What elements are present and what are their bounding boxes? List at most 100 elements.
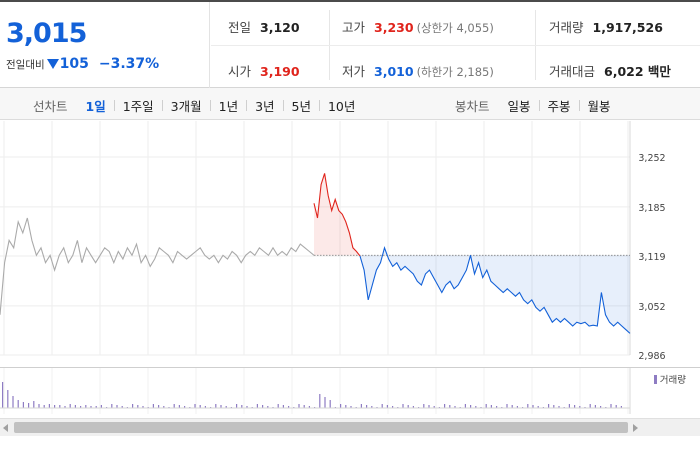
- volume-bar: [537, 406, 539, 408]
- volume-bar: [282, 405, 284, 408]
- period-tabs-bar: 선차트 1일 1주일 3개월 1년 3년 5년 10년 봉차트 일봉 주봉 월봉: [0, 88, 700, 120]
- volume-bar: [142, 406, 144, 408]
- tab-separator: [209, 100, 211, 111]
- volume-bar: [199, 405, 201, 408]
- volume-bar: [568, 404, 570, 408]
- volume-bar: [392, 406, 394, 408]
- volume-bar: [340, 404, 342, 408]
- volume-bar: [615, 405, 617, 408]
- chart-scrollbar[interactable]: [0, 418, 700, 436]
- stat-high: 고가 3,230 (상한가 4,055): [342, 20, 494, 35]
- volume-bar: [33, 401, 35, 408]
- line-tab-1[interactable]: 1주일: [122, 99, 154, 114]
- volume-bar: [444, 404, 446, 408]
- change-percent: −3.37%: [98, 56, 160, 72]
- volume-bar: [610, 404, 612, 408]
- volume-bar: [111, 404, 113, 408]
- y-tick-label: 3,119: [638, 252, 665, 263]
- volume-bar: [579, 406, 581, 408]
- volume-bar: [490, 405, 492, 408]
- volume-bar: [620, 406, 622, 408]
- series-area: [314, 173, 360, 256]
- volume-bar: [194, 404, 196, 408]
- volume-chart-svg: [0, 368, 631, 414]
- volume-bar: [402, 404, 404, 408]
- line-tab-4[interactable]: 3년: [255, 99, 275, 114]
- volume-bar: [220, 405, 222, 408]
- scroll-right-arrow-icon[interactable]: [633, 424, 638, 432]
- line-tab-2[interactable]: 3개월: [170, 99, 202, 114]
- volume-bar: [319, 394, 321, 408]
- volume-bar: [371, 406, 373, 408]
- current-price: 3,015: [6, 18, 87, 49]
- line-tab-0[interactable]: 1일: [85, 99, 106, 114]
- candle-tab-1[interactable]: 주봉: [547, 99, 571, 114]
- volume-bar: [204, 406, 206, 408]
- tab-separator: [318, 100, 320, 111]
- volume-bar: [428, 405, 430, 408]
- candle-chart-label: 봉차트: [455, 99, 490, 114]
- series-line-up: [313, 173, 361, 257]
- volume-bar: [54, 405, 56, 408]
- tab-separator: [246, 100, 248, 111]
- line-chart-tabs: 선차트 1일 1주일 3개월 1년 3년 5년 10년: [33, 96, 363, 115]
- tab-separator: [161, 100, 163, 111]
- divider: [211, 45, 700, 46]
- volume-bar: [464, 404, 466, 408]
- volume-bar: [277, 404, 279, 408]
- volume-bar: [256, 404, 258, 408]
- volume-bar: [64, 406, 66, 408]
- line-tab-3[interactable]: 1년: [218, 99, 239, 114]
- volume-bar: [386, 405, 388, 408]
- volume-bar: [178, 405, 180, 408]
- change-row: 전일대비 105 −3.37%: [6, 56, 159, 72]
- y-tick-label: 3,252: [638, 153, 665, 164]
- volume-bar: [600, 406, 602, 408]
- price-box: 3,015 전일대비 105 −3.37%: [0, 2, 210, 88]
- volume-bar: [100, 405, 102, 408]
- volume-bar: [173, 404, 175, 408]
- volume-bar: [350, 406, 352, 408]
- volume-bar: [288, 406, 290, 408]
- series-line-previous-day: [0, 217, 315, 315]
- volume-bar: [59, 405, 61, 408]
- volume-bar: [412, 406, 414, 408]
- y-tick-label: 3,052: [638, 302, 665, 313]
- tab-separator: [538, 100, 540, 111]
- volume-bar: [80, 406, 82, 408]
- volume-bar: [532, 405, 534, 408]
- series-area: [360, 247, 630, 334]
- candle-tab-0[interactable]: 일봉: [507, 99, 531, 114]
- volume-bar: [329, 400, 331, 408]
- volume-bar: [558, 406, 560, 408]
- volume-bar: [38, 404, 40, 408]
- line-chart-label: 선차트: [33, 99, 68, 114]
- volume-bar: [137, 405, 139, 408]
- volume-bar: [324, 397, 326, 408]
- volume-bar: [116, 405, 118, 408]
- volume-bar: [43, 405, 45, 408]
- down-triangle-icon: [46, 59, 59, 69]
- volume-bar: [574, 405, 576, 408]
- volume-bar: [121, 406, 123, 408]
- stat-open: 시가 3,190: [228, 64, 300, 79]
- volume-bar: [17, 400, 19, 408]
- volume-bar: [152, 404, 154, 408]
- volume-bar: [184, 406, 186, 408]
- volume-bar: [407, 405, 409, 408]
- volume-bar: [470, 405, 472, 408]
- volume-bar: [303, 405, 305, 408]
- volume-bar: [158, 405, 160, 408]
- volume-bar: [48, 404, 50, 408]
- series-line-down: [359, 245, 631, 334]
- scroll-thumb[interactable]: [14, 422, 628, 433]
- line-tab-5[interactable]: 5년: [291, 99, 311, 114]
- volume-bar: [225, 406, 227, 408]
- candle-tab-2[interactable]: 월봉: [587, 99, 611, 114]
- stat-low: 저가 3,010 (하한가 2,185): [342, 64, 494, 79]
- line-tab-6[interactable]: 10년: [327, 99, 356, 114]
- volume-bar: [475, 406, 477, 408]
- volume-chart: 거래량: [0, 367, 700, 414]
- volume-bar: [7, 390, 9, 408]
- scroll-left-arrow-icon[interactable]: [3, 424, 8, 432]
